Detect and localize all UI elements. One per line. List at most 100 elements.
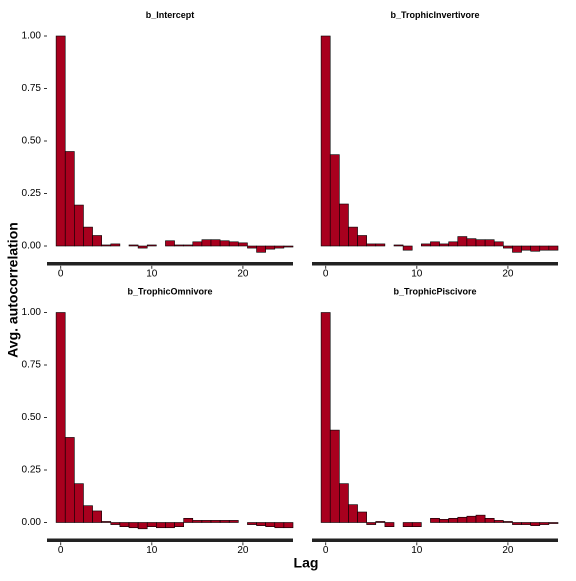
bar [55,312,66,523]
x-tick-label: 20 [502,268,514,279]
bar [128,522,139,529]
bar [192,241,203,247]
bar [146,522,157,527]
bar [283,522,294,529]
bar [484,239,495,247]
bar [274,522,285,529]
bar [165,522,175,529]
bar [247,245,257,249]
bar [475,514,486,523]
bar [493,520,504,523]
bar [430,241,440,247]
bar [548,522,559,524]
bar [530,522,541,526]
x-tick-label: 10 [411,545,423,556]
bar [348,504,358,523]
bar [210,239,221,247]
bar [55,35,66,247]
bar [238,242,248,247]
bar [530,245,541,252]
y-tick-label: 0.25 [22,465,42,476]
x-tick-label: 0 [58,545,64,556]
bar [146,244,157,247]
bar [393,244,404,247]
bar [512,245,522,253]
bar [265,522,276,527]
bar [256,522,266,526]
panel-title: b_Intercept [146,10,195,20]
x-tick-label: 10 [146,545,158,556]
x-tick-label: 20 [237,545,249,556]
bar [283,245,294,248]
x-tick-label: 0 [58,268,64,279]
bar [493,241,504,247]
x-tick-label: 0 [323,268,329,279]
bar [128,244,139,247]
bar [421,243,431,247]
bar [137,245,148,249]
x-axis-title: Lag [294,555,319,571]
bar [475,239,486,247]
bar [320,35,331,247]
bar [339,203,349,247]
bar [183,517,194,523]
bar [484,517,495,523]
bar [201,520,212,523]
bar [265,245,276,250]
bar [156,522,166,529]
y-tick-label: 0.50 [22,136,42,147]
bar [210,520,221,523]
bar [466,238,477,247]
panel-title: b_TrophicOmnivore [127,286,212,296]
bar [348,226,358,247]
bar [448,517,459,523]
bar [74,483,84,523]
bar [74,204,84,247]
panel-title: b_TrophicPiscivore [393,286,476,296]
y-axis-title: Avg. autocorrelation [5,222,21,358]
bar [101,521,112,523]
y-tick-label: 0.75 [22,83,42,94]
bar [457,236,468,247]
bar [320,312,331,523]
x-tick-label: 20 [502,545,514,556]
x-tick-label: 10 [146,268,158,279]
bar [439,243,449,247]
bar [165,240,175,247]
bar [201,239,212,247]
y-tick-label: 0.50 [22,412,42,423]
bar [539,522,550,525]
bar [92,235,102,247]
bar [521,522,531,525]
bar [137,522,148,530]
bar [110,243,121,247]
bar [448,241,459,247]
x-tick-label: 20 [237,268,249,279]
bar [357,235,367,247]
bar [183,244,194,247]
bar [110,522,121,525]
bar [503,245,513,249]
bar [219,520,230,523]
y-tick-label: 0.00 [22,517,42,528]
bar [83,505,93,523]
bar [402,522,413,527]
bar [548,245,559,251]
y-tick-label: 1.00 [22,307,42,318]
bar [375,521,386,523]
bar [329,154,340,247]
bar [274,245,285,249]
bar [339,483,349,523]
bar [247,522,257,525]
bar [366,522,377,525]
bar [64,437,75,523]
bar [228,241,239,247]
bar [119,522,130,527]
bar [539,245,550,251]
bar [357,511,367,523]
bar [174,522,184,527]
bar [402,245,413,251]
bar [92,510,102,523]
y-tick-label: 0.25 [22,188,42,199]
